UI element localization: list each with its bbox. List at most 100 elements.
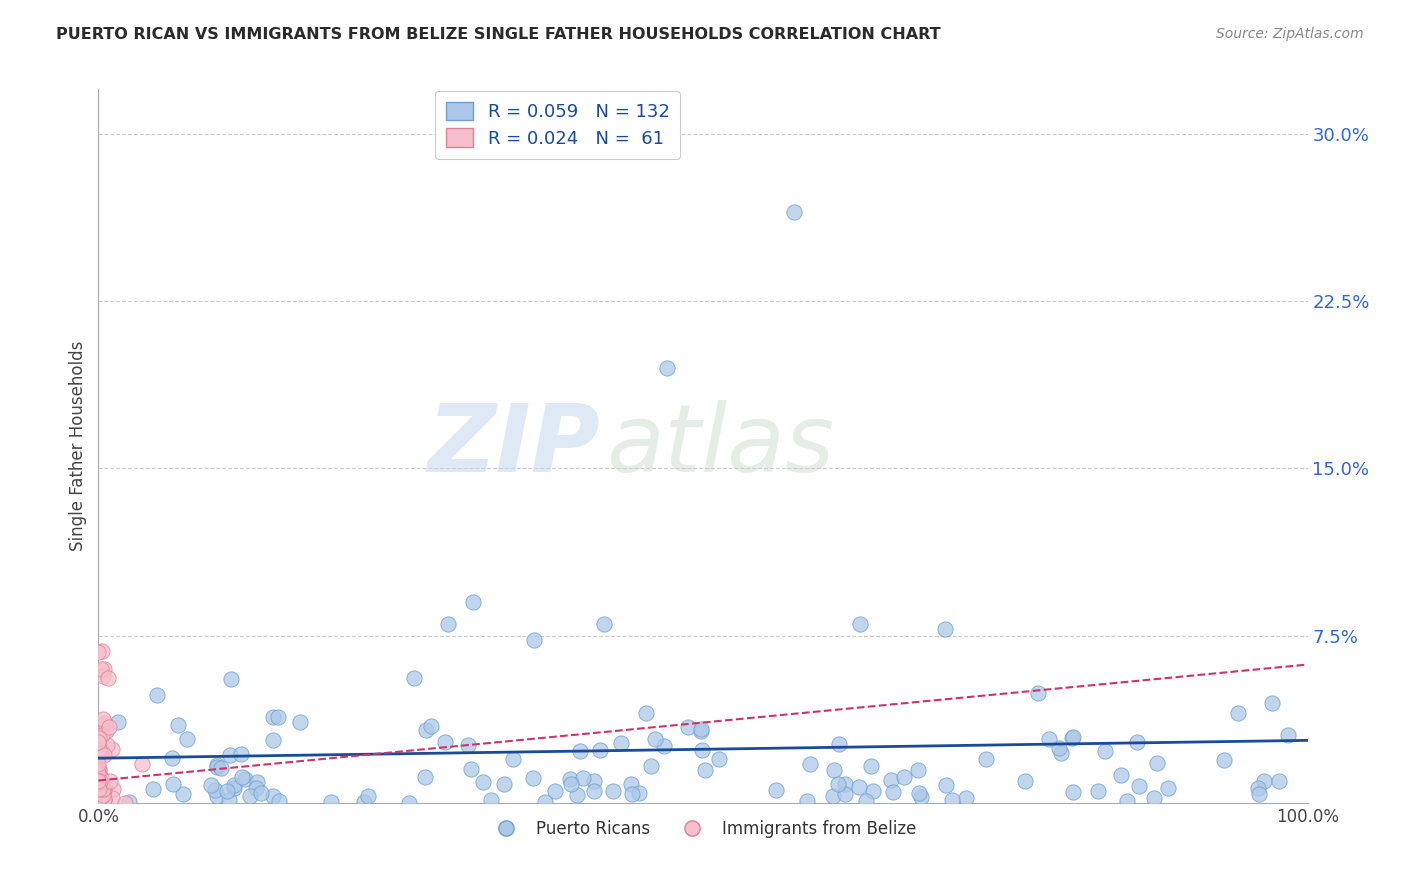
Point	[1247, 781, 1270, 796]
Point	[955, 790, 977, 805]
Point	[114, 796, 136, 810]
Point	[460, 762, 482, 776]
Point	[93, 662, 115, 676]
Point	[245, 780, 267, 795]
Point	[796, 794, 818, 808]
Point	[87, 789, 110, 804]
Point	[87, 737, 110, 751]
Point	[89, 780, 111, 795]
Text: PUERTO RICAN VS IMMIGRANTS FROM BELIZE SINGLE FATHER HOUSEHOLDS CORRELATION CHAR: PUERTO RICAN VS IMMIGRANTS FROM BELIZE S…	[56, 27, 941, 42]
Point	[103, 781, 125, 796]
Point	[93, 782, 115, 797]
Point	[319, 795, 342, 809]
Point	[91, 777, 114, 791]
Point	[250, 786, 273, 800]
Point	[976, 751, 998, 765]
Point	[162, 777, 184, 791]
Point	[176, 732, 198, 747]
Point	[224, 780, 246, 795]
Point	[834, 777, 856, 791]
Point	[219, 672, 242, 686]
Point	[262, 733, 284, 747]
Point	[1227, 706, 1250, 721]
Point	[1049, 746, 1071, 760]
Point	[907, 786, 929, 800]
Point	[87, 774, 110, 789]
Point	[90, 745, 112, 759]
Point	[233, 772, 256, 786]
Point	[98, 773, 121, 788]
Point	[572, 771, 595, 785]
Point	[90, 745, 112, 759]
Point	[1062, 731, 1084, 746]
Point	[267, 794, 290, 808]
Point	[678, 721, 700, 735]
Point	[1014, 773, 1036, 788]
Point	[262, 789, 284, 803]
Point	[652, 739, 675, 753]
Point	[87, 747, 110, 762]
Point	[93, 791, 115, 805]
Point	[353, 796, 375, 810]
Point	[560, 776, 582, 790]
Point	[522, 772, 544, 786]
Point	[589, 743, 612, 757]
Point	[689, 724, 711, 739]
Point	[1146, 756, 1168, 771]
Point	[87, 645, 110, 659]
Point	[246, 774, 269, 789]
Point	[1094, 744, 1116, 758]
Point	[90, 662, 112, 676]
Point	[87, 764, 110, 779]
Point	[91, 644, 114, 658]
Point	[848, 780, 870, 794]
Point	[91, 668, 114, 682]
Point	[87, 762, 110, 776]
Point	[87, 756, 110, 771]
Point	[87, 780, 110, 795]
Point	[90, 728, 112, 742]
Point	[90, 771, 112, 785]
Point	[218, 748, 240, 763]
Point	[765, 783, 787, 797]
Point	[267, 709, 290, 723]
Point	[457, 738, 479, 752]
Text: Source: ZipAtlas.com: Source: ZipAtlas.com	[1216, 27, 1364, 41]
Point	[823, 763, 845, 777]
Point	[87, 771, 110, 785]
Point	[94, 724, 117, 739]
Point	[1087, 784, 1109, 798]
Point	[288, 714, 311, 729]
Point	[582, 784, 605, 798]
Point	[1143, 791, 1166, 805]
Point	[707, 752, 730, 766]
Point	[567, 789, 589, 803]
Point	[860, 758, 883, 772]
Point	[935, 778, 957, 792]
Point	[479, 793, 502, 807]
Point	[821, 789, 844, 804]
Point	[1111, 768, 1133, 782]
Point	[1128, 779, 1150, 793]
Point	[200, 778, 222, 792]
Point	[602, 784, 624, 798]
Point	[87, 731, 110, 745]
Point	[882, 785, 904, 799]
Point	[1126, 735, 1149, 749]
Point	[472, 775, 495, 789]
Point	[91, 782, 114, 797]
Point	[827, 776, 849, 790]
Point	[492, 777, 515, 791]
Point	[87, 782, 110, 797]
Point	[568, 744, 591, 758]
Point	[1038, 731, 1060, 746]
Point	[131, 757, 153, 772]
Point	[593, 617, 616, 632]
Point	[1253, 774, 1275, 789]
Point	[627, 786, 650, 800]
Point	[100, 741, 122, 756]
Point	[91, 718, 114, 732]
Point	[205, 789, 228, 803]
Point	[941, 793, 963, 807]
Point	[357, 789, 380, 804]
